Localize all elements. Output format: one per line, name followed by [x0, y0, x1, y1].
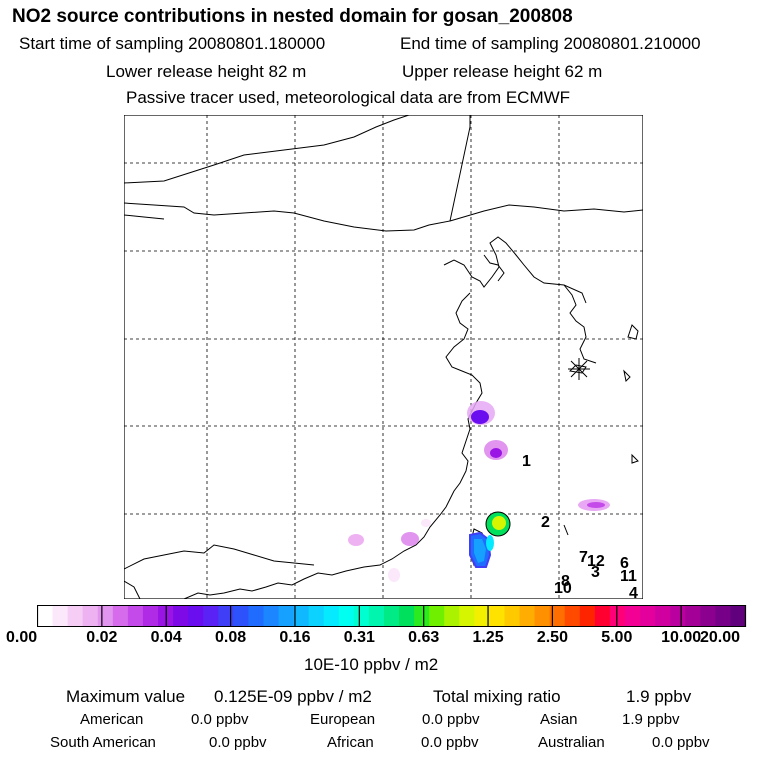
colorbar-tick-label: 1.25: [472, 629, 504, 646]
colorbar-cell: [97, 605, 114, 627]
max-value: 0.125E-09 ppbv / m2: [214, 687, 372, 706]
colorbar-tick-label: 0.04: [150, 629, 182, 646]
colorbar-cell: [278, 605, 294, 627]
colorbar-cell: [142, 605, 159, 627]
max-value-label: Maximum value: [66, 687, 186, 706]
region-label-2: 2: [541, 514, 550, 531]
region-value-african: 0.0 ppbv: [421, 734, 479, 751]
coastlines: [124, 115, 643, 599]
start-time: Start time of sampling 20080801.180000: [19, 34, 326, 53]
concentration-field: [348, 401, 610, 582]
region-value-european: 0.0 ppbv: [422, 711, 480, 728]
colorbar-tick-label: 5.00: [601, 629, 633, 646]
colorbar-cell: [67, 605, 84, 627]
region-name-european: European: [310, 711, 376, 728]
colorbar-cell: [52, 605, 69, 627]
colorbar-cell: [504, 605, 520, 627]
receptor-asterisk-icon: [568, 358, 590, 380]
map-frame: [124, 115, 643, 599]
region-label-7: 7: [579, 549, 588, 566]
colorbar: [37, 605, 747, 627]
colorbar-cell: [173, 605, 189, 627]
colorbar-cell: [308, 605, 325, 627]
colorbar-tick-label: 0.63: [408, 629, 440, 646]
colorbar-cell: [248, 605, 264, 627]
colorbar-tick-label: 0.16: [279, 629, 311, 646]
colorbar-cell: [489, 605, 505, 627]
region-name-asian: Asian: [540, 711, 578, 728]
colorbar-cell: [444, 605, 460, 627]
colorbar-cell: [368, 605, 385, 627]
region-label-6: 6: [620, 555, 629, 572]
colorbar-cell: [263, 605, 279, 627]
region-label-4: 4: [629, 585, 638, 599]
map-panel: 1 2 3 4 6 7 8 10 11 12: [124, 115, 643, 599]
colorbar-cell: [293, 605, 310, 627]
colorbar-cell: [685, 605, 701, 627]
region-label-10: 10: [554, 580, 572, 597]
colorbar-cell: [414, 605, 430, 627]
colorbar-cell: [609, 605, 626, 627]
colorbar-cell: [670, 605, 686, 627]
colorbar-cell: [429, 605, 445, 627]
total-mixing-label: Total mixing ratio: [433, 687, 561, 706]
colorbar-tick-label: 0.31: [343, 629, 375, 646]
region-name-australian: Australian: [538, 734, 605, 751]
colorbar-cell: [715, 605, 731, 627]
region-value-south-american: 0.0 ppbv: [209, 734, 267, 751]
colorbar-cell: [353, 605, 370, 627]
colorbar-cell: [218, 605, 234, 627]
colorbar-cell: [188, 605, 204, 627]
region-name-african: African: [327, 734, 374, 751]
colorbar-tick-label: 2.50: [536, 629, 568, 646]
colorbar-cell: [624, 605, 641, 627]
colorbar-cell: [579, 605, 596, 627]
region-value-australian: 0.0 ppbv: [652, 734, 710, 751]
region-name-american: American: [80, 711, 144, 728]
colorbar-cell: [534, 605, 551, 627]
end-time: End time of sampling 20080801.210000: [400, 34, 701, 53]
colorbar-cell: [564, 605, 581, 627]
colorbar-cell: [203, 605, 219, 627]
colorbar-tick-label: 10.00: [661, 629, 702, 646]
region-label-1: 1: [522, 453, 531, 470]
colorbar-cell: [399, 605, 415, 627]
colorbar-cell: [655, 605, 671, 627]
lower-release-height: Lower release height 82 m: [106, 62, 307, 81]
colorbar-cell: [549, 605, 566, 627]
region-value-asian: 1.9 ppbv: [622, 711, 680, 728]
colorbar-cell: [233, 605, 249, 627]
colorbar-cell: [127, 605, 144, 627]
plot-title: NO2 source contributions in nested domai…: [12, 6, 573, 27]
colorbar-cell: [730, 605, 746, 627]
colorbar-cell: [323, 605, 340, 627]
colorbar-tick-label: 0.00: [6, 629, 38, 646]
upper-release-height: Upper release height 62 m: [402, 62, 603, 81]
colorbar-cell: [519, 605, 535, 627]
colorbar-cell: [474, 605, 490, 627]
region-name-south-american: South American: [50, 734, 156, 751]
colorbar-cell: [37, 605, 53, 627]
region-label-12: 12: [587, 553, 605, 570]
region-label-3: 3: [591, 564, 600, 581]
colorbar-cell: [459, 605, 475, 627]
colorbar-cell: [594, 605, 611, 627]
colorbar-cell: [383, 605, 400, 627]
colorbar-cell: [640, 605, 656, 627]
colorbar-cell: [82, 605, 99, 627]
colorbar-cell: [700, 605, 716, 627]
region-label-11: 11: [620, 568, 637, 585]
region-value-american: 0.0 ppbv: [191, 711, 249, 728]
map-gridlines: [124, 115, 643, 599]
colorbar-tick-label: 20.00: [700, 629, 741, 646]
colorbar-cell: [338, 605, 355, 627]
colorbar-tick-label: 0.02: [86, 629, 118, 646]
region-label-8: 8: [561, 573, 570, 590]
total-mixing-value: 1.9 ppbv: [626, 687, 692, 706]
colorbar-unit-label: 10E-10 ppbv / m2: [304, 655, 439, 674]
tracer-note: Passive tracer used, meteorological data…: [126, 88, 571, 107]
colorbar-cell: [112, 605, 129, 627]
colorbar-tick-label: 0.08: [215, 629, 247, 646]
